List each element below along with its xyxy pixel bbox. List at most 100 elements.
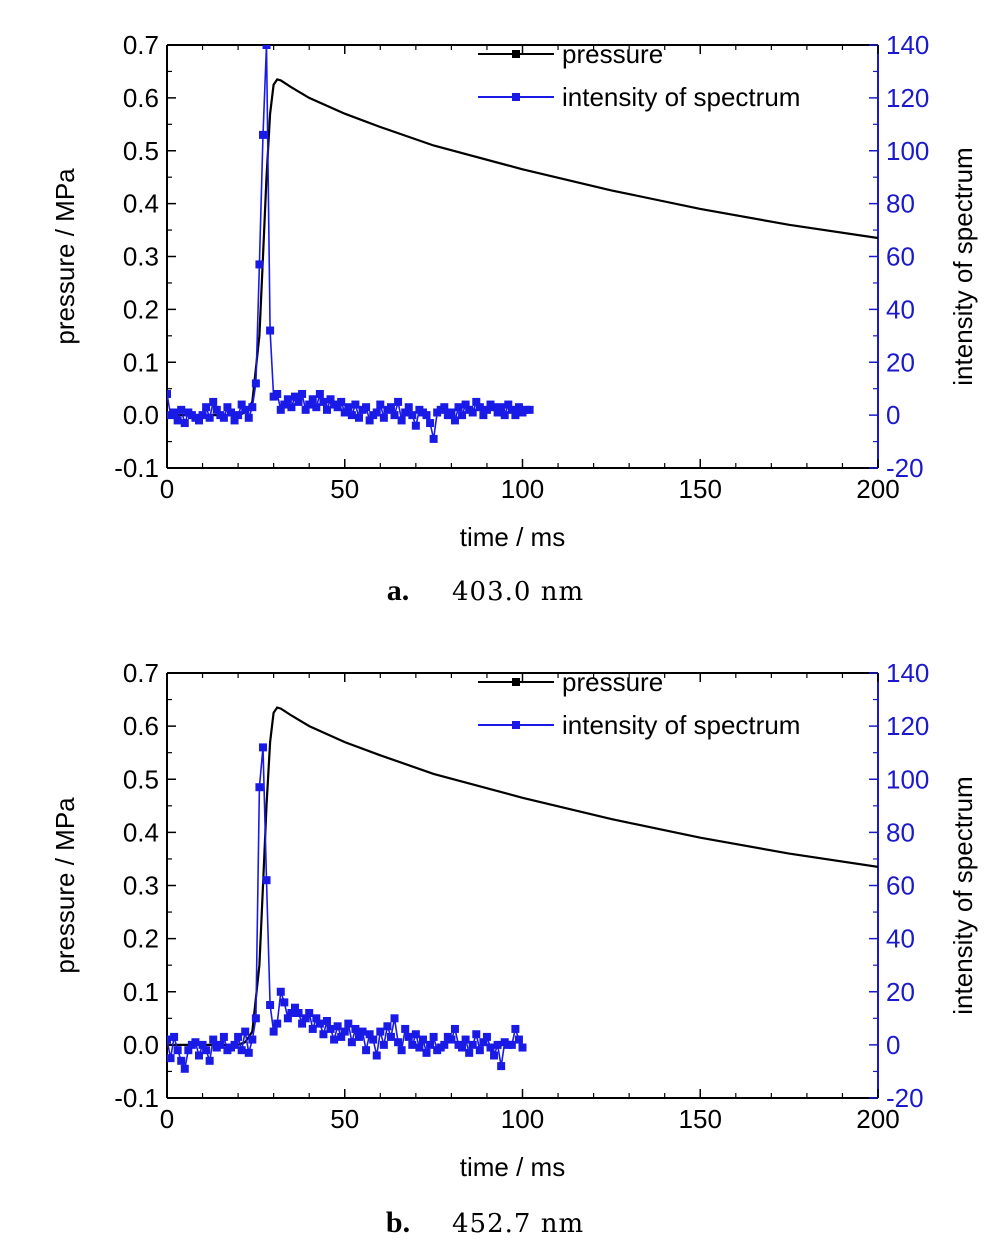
legend-item-pressure: pressure: [478, 39, 663, 69]
intensity-point: [191, 1038, 200, 1047]
y2-tick-label: 40: [886, 294, 915, 324]
intensity-point: [301, 1014, 310, 1023]
intensity-point: [394, 397, 403, 406]
y-tick-label: 0.0: [123, 400, 159, 430]
y-tick-label: -0.1: [114, 453, 159, 483]
intensity-point: [319, 1030, 328, 1039]
intensity-point: [450, 1024, 459, 1033]
intensity-point: [305, 400, 314, 409]
intensity-point: [170, 1032, 179, 1041]
intensity-series: [167, 743, 527, 1073]
intensity-point: [475, 403, 484, 412]
intensity-point: [198, 411, 207, 420]
intensity-point: [255, 783, 264, 792]
intensity-point: [408, 411, 417, 420]
intensity-point: [458, 411, 467, 420]
intensity-point: [230, 416, 239, 425]
intensity-point: [266, 1001, 275, 1010]
intensity-point: [340, 408, 349, 417]
y-tick-label: 0.4: [123, 189, 159, 219]
intensity-point: [344, 1019, 353, 1028]
legend: pressure intensity of spectrum: [478, 667, 800, 740]
intensity-point: [337, 397, 346, 406]
intensity-point: [376, 400, 385, 409]
intensity-point: [358, 1027, 367, 1036]
intensity-point: [386, 403, 395, 412]
y-tick-label: 0.7: [123, 658, 159, 688]
intensity-point: [447, 408, 456, 417]
x-tick-label: 0: [160, 1104, 174, 1134]
y-tick-label: -0.1: [114, 1083, 159, 1113]
y2-tick-label: 100: [886, 764, 929, 794]
y-tick-label: 0.2: [123, 294, 159, 324]
y-tick-label: 0.6: [123, 83, 159, 113]
intensity-point: [251, 379, 260, 388]
intensity-series: [167, 45, 534, 443]
intensity-point: [273, 1019, 282, 1028]
intensity-point: [426, 419, 435, 428]
y2-tick-label: 120: [886, 83, 929, 113]
intensity-point: [351, 1024, 360, 1033]
legend: pressure intensity of spectrum: [478, 39, 800, 112]
chart-panel-a: 0 50 100 150 200-0.10.00.10.20.30.40.50.60.7…: [50, 30, 978, 607]
intensity-point: [330, 1035, 339, 1044]
intensity-point: [493, 1040, 502, 1049]
intensity-point: [479, 411, 488, 420]
intensity-point: [507, 405, 516, 414]
y2-tick-label: 100: [886, 136, 929, 166]
intensity-point: [479, 1038, 488, 1047]
intensity-point: [315, 389, 324, 398]
intensity-point: [205, 413, 214, 422]
intensity-point: [180, 419, 189, 428]
y-tick-label: 0.1: [123, 977, 159, 1007]
legend-label: intensity of spectrum: [562, 82, 800, 112]
intensity-point: [241, 405, 250, 414]
intensity-point: [234, 411, 243, 420]
intensity-point: [426, 1040, 435, 1049]
intensity-point: [468, 408, 477, 417]
intensity-point: [326, 395, 335, 404]
intensity-point: [472, 1030, 481, 1039]
intensity-point: [280, 998, 289, 1007]
intensity-point: [440, 403, 449, 412]
intensity-point: [230, 1040, 239, 1049]
intensity-point: [354, 413, 363, 422]
y2-tick-label: 140: [886, 658, 929, 688]
intensity-point: [290, 1003, 299, 1012]
y-tick-label: 0.7: [123, 30, 159, 60]
intensity-point: [194, 416, 203, 425]
intensity-point: [497, 403, 506, 412]
legend-marker-intensity: [512, 721, 520, 729]
intensity-point: [202, 1046, 211, 1055]
intensity-point: [305, 1009, 314, 1017]
caption-wavelength: 403.0 nm: [452, 577, 584, 607]
intensity-point: [312, 1014, 321, 1023]
y2-tick-label: -20: [886, 453, 924, 483]
panel-caption: a. 403.0 nm: [387, 574, 584, 607]
x-tick-label: 150: [679, 1104, 722, 1134]
intensity-point: [202, 403, 211, 412]
intensity-point: [308, 1024, 317, 1033]
intensity-point: [198, 1040, 207, 1049]
intensity-point: [219, 1032, 228, 1041]
intensity-point: [294, 397, 303, 406]
y-tick-label: 0.3: [123, 242, 159, 272]
intensity-point: [248, 1035, 257, 1044]
intensity-point: [461, 1035, 470, 1044]
legend-label: pressure: [562, 39, 663, 69]
pressure-series: [167, 706, 878, 1047]
intensity-point: [514, 1035, 523, 1044]
intensity-point: [461, 400, 470, 409]
intensity-point: [308, 395, 317, 404]
x-axis-title: time / ms: [460, 522, 565, 552]
intensity-point: [365, 1030, 374, 1039]
intensity-point: [390, 411, 399, 420]
caption-letter: b.: [386, 1206, 410, 1239]
intensity-point: [450, 416, 459, 425]
intensity-point: [205, 1056, 214, 1065]
y2-tick-label: -20: [886, 1083, 924, 1113]
intensity-point: [511, 1024, 520, 1033]
intensity-point: [241, 1027, 250, 1036]
intensity-point: [422, 411, 431, 420]
intensity-point: [266, 326, 275, 335]
